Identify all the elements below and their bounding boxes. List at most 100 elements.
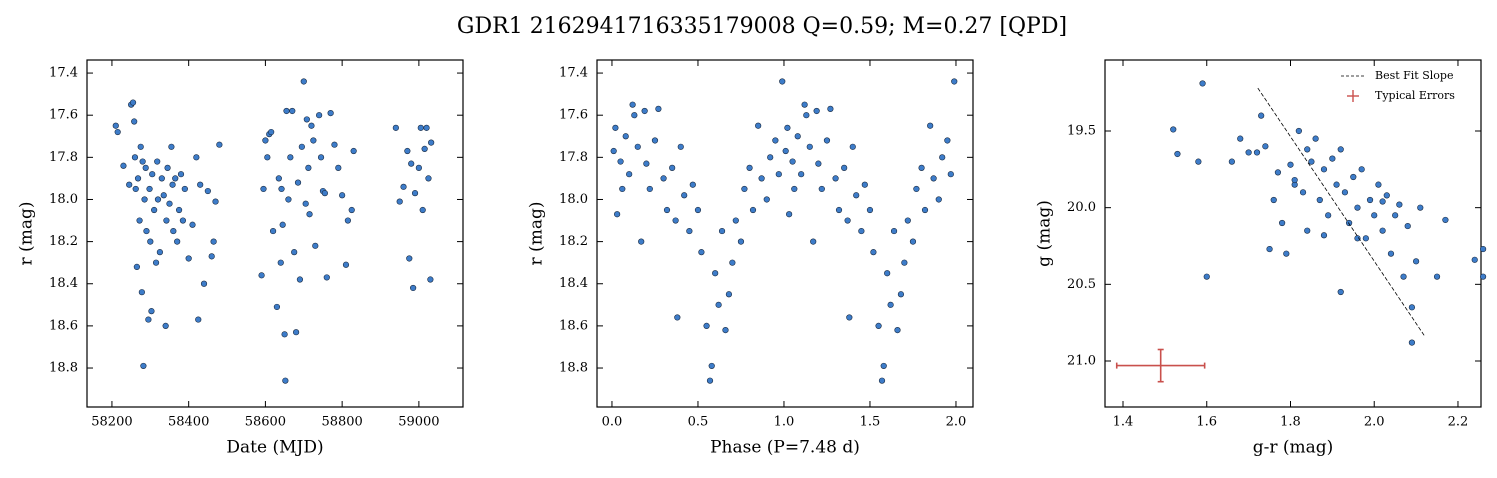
x-tick-label: 59000 bbox=[398, 415, 439, 430]
data-point bbox=[427, 276, 434, 283]
data-point bbox=[708, 362, 715, 370]
data-point bbox=[1471, 256, 1478, 263]
data-point bbox=[275, 175, 282, 182]
data-point bbox=[634, 143, 641, 150]
data-point bbox=[335, 164, 342, 171]
y-axis-label: g (mag) bbox=[1035, 200, 1055, 267]
data-point bbox=[1304, 146, 1311, 153]
data-point bbox=[264, 154, 271, 161]
plot-frame bbox=[596, 59, 974, 408]
data-point bbox=[145, 316, 152, 323]
x-axis-label: Phase (P=7.48 d) bbox=[710, 438, 860, 458]
data-point bbox=[185, 255, 192, 262]
data-point bbox=[944, 137, 951, 144]
data-point bbox=[1274, 169, 1282, 176]
data-point bbox=[421, 145, 428, 153]
data-point bbox=[629, 101, 636, 108]
fit-line bbox=[1257, 87, 1426, 337]
data-point bbox=[400, 183, 407, 190]
data-point bbox=[1258, 112, 1265, 119]
y-tick-label: 18.8 bbox=[559, 361, 588, 376]
data-point bbox=[612, 124, 619, 131]
data-point bbox=[131, 154, 139, 161]
y-tick-label: 17.6 bbox=[49, 108, 78, 123]
panel: 58200 58400 58600 58800 59000 17.4 17.6 17.8 18.… bbox=[17, 59, 464, 458]
data-point bbox=[216, 141, 223, 148]
y-tick-label: 18.0 bbox=[49, 192, 78, 207]
data-point bbox=[1337, 288, 1344, 296]
data-point bbox=[149, 171, 156, 178]
legend-label: Best Fit Slope bbox=[1375, 69, 1453, 82]
data-point bbox=[1333, 181, 1340, 188]
data-point bbox=[930, 175, 937, 182]
x-tick-label: 58400 bbox=[168, 415, 209, 430]
data-point bbox=[168, 143, 175, 150]
data-point bbox=[763, 196, 770, 203]
data-point bbox=[947, 171, 954, 178]
data-point bbox=[348, 206, 355, 214]
y-tick-label: 20.5 bbox=[1067, 277, 1096, 292]
data-point bbox=[143, 227, 150, 235]
data-point bbox=[909, 238, 917, 245]
data-point bbox=[137, 143, 144, 150]
data-point bbox=[823, 137, 831, 144]
data-point bbox=[610, 147, 617, 155]
y-tick-label: 18.0 bbox=[559, 192, 588, 207]
data-point bbox=[291, 249, 298, 256]
data-point bbox=[169, 181, 176, 188]
data-point bbox=[193, 154, 200, 161]
data-point bbox=[803, 112, 810, 119]
data-point bbox=[282, 377, 289, 384]
data-point bbox=[939, 154, 946, 161]
data-point bbox=[1433, 273, 1441, 280]
data-point bbox=[827, 105, 834, 112]
data-point bbox=[655, 105, 662, 112]
data-point bbox=[323, 274, 330, 281]
y-tick-label: 17.8 bbox=[559, 150, 588, 165]
data-point bbox=[1279, 219, 1286, 227]
data-point bbox=[779, 78, 786, 85]
data-point bbox=[870, 249, 877, 256]
data-point bbox=[317, 154, 325, 161]
data-point bbox=[179, 217, 187, 224]
data-point bbox=[1479, 273, 1487, 280]
data-point bbox=[927, 122, 934, 129]
x-tick-label: 2.0 bbox=[946, 415, 967, 430]
data-point bbox=[775, 171, 782, 178]
data-point bbox=[725, 291, 733, 298]
data-point bbox=[310, 137, 317, 144]
data-point bbox=[894, 326, 901, 334]
data-point bbox=[278, 185, 285, 193]
data-point bbox=[392, 124, 399, 131]
data-point bbox=[283, 107, 290, 115]
data-point bbox=[890, 227, 898, 235]
data-point bbox=[142, 164, 149, 171]
data-point bbox=[154, 196, 162, 203]
x-tick-label: 1.0 bbox=[774, 415, 795, 430]
data-point bbox=[1354, 204, 1361, 211]
data-point bbox=[1174, 150, 1181, 158]
data-point bbox=[660, 175, 667, 182]
x-tick-label: 1.5 bbox=[860, 415, 881, 430]
x-tick-label: 2.0 bbox=[1364, 415, 1385, 430]
data-point bbox=[935, 196, 942, 203]
data-point bbox=[884, 270, 891, 277]
data-point bbox=[303, 116, 310, 123]
data-point bbox=[1358, 166, 1365, 173]
data-point bbox=[737, 238, 745, 245]
data-point bbox=[212, 198, 219, 205]
data-point bbox=[172, 175, 179, 182]
data-point bbox=[1371, 212, 1378, 219]
data-point bbox=[181, 185, 188, 193]
data-point bbox=[1408, 304, 1416, 311]
data-point bbox=[158, 175, 165, 182]
data-point bbox=[866, 206, 874, 214]
data-point bbox=[268, 128, 275, 136]
data-point bbox=[1195, 158, 1202, 165]
data-point bbox=[152, 259, 160, 266]
data-point bbox=[134, 175, 142, 182]
data-point bbox=[148, 308, 155, 315]
y-axis-label: r (mag) bbox=[527, 202, 547, 266]
data-point bbox=[861, 181, 868, 188]
data-point bbox=[1396, 201, 1403, 208]
